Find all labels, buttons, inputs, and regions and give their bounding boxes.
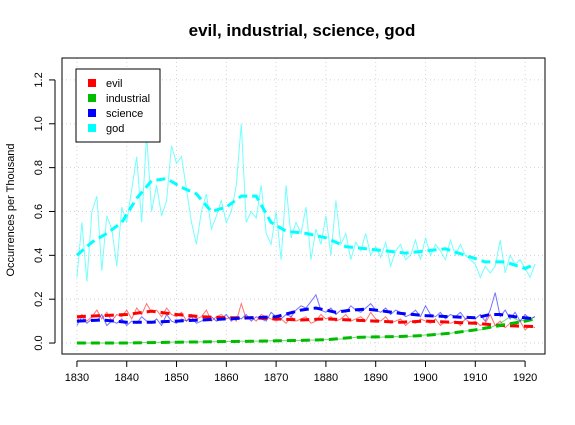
legend-swatch-god	[88, 124, 96, 132]
y-axis: 0.0 0.2 0.4 0.6 0.8 1.0 1.2	[33, 72, 56, 351]
y-tick-label: 0.8	[33, 160, 45, 175]
smoothed-line-science	[76, 306, 536, 324]
smoothed-series-lines	[75, 177, 536, 345]
legend: evil industrial science god	[75, 68, 161, 143]
y-tick-label: 1.2	[33, 72, 45, 87]
x-tick-label: 1880	[314, 372, 338, 384]
plot-frame	[61, 57, 546, 355]
raw-line-god	[76, 123, 536, 282]
x-tick-label: 1870	[264, 372, 288, 384]
smoothed-line-industrial	[76, 317, 536, 345]
smoothed-line-evil	[76, 309, 536, 329]
x-tick-label: 1890	[363, 372, 387, 384]
x-tick-label: 1910	[463, 372, 487, 384]
y-tick-label: 0.4	[33, 248, 45, 263]
x-tick-label: 1860	[214, 372, 238, 384]
x-tick-label: 1840	[114, 372, 138, 384]
x-tick-label: 1850	[164, 372, 188, 384]
legend-swatch-science	[88, 109, 96, 117]
legend-label-god: god	[106, 123, 124, 135]
chart-title: evil, industrial, science, god	[189, 21, 416, 40]
x-tick-label: 1900	[413, 372, 437, 384]
legend-label-industrial: industrial	[106, 93, 150, 105]
x-axis: 1830 1840 1850 1860 1870 1880 1890 1900 1910 1920	[65, 360, 537, 384]
legend-swatch-evil	[88, 79, 96, 87]
y-tick-label: 0.6	[33, 204, 45, 219]
legend-swatch-industrial	[88, 94, 96, 102]
y-tick-label: 0.2	[33, 292, 45, 307]
smoothed-line-god	[75, 177, 536, 271]
x-tick-label: 1830	[65, 372, 89, 384]
y-tick-label: 1.0	[33, 116, 45, 131]
x-tick-label: 1920	[513, 372, 537, 384]
y-axis-label: Occurrences per Thousand	[5, 143, 17, 276]
y-tick-label: 0.0	[33, 335, 45, 350]
legend-label-evil: evil	[106, 78, 123, 90]
legend-label-science: science	[106, 108, 143, 120]
